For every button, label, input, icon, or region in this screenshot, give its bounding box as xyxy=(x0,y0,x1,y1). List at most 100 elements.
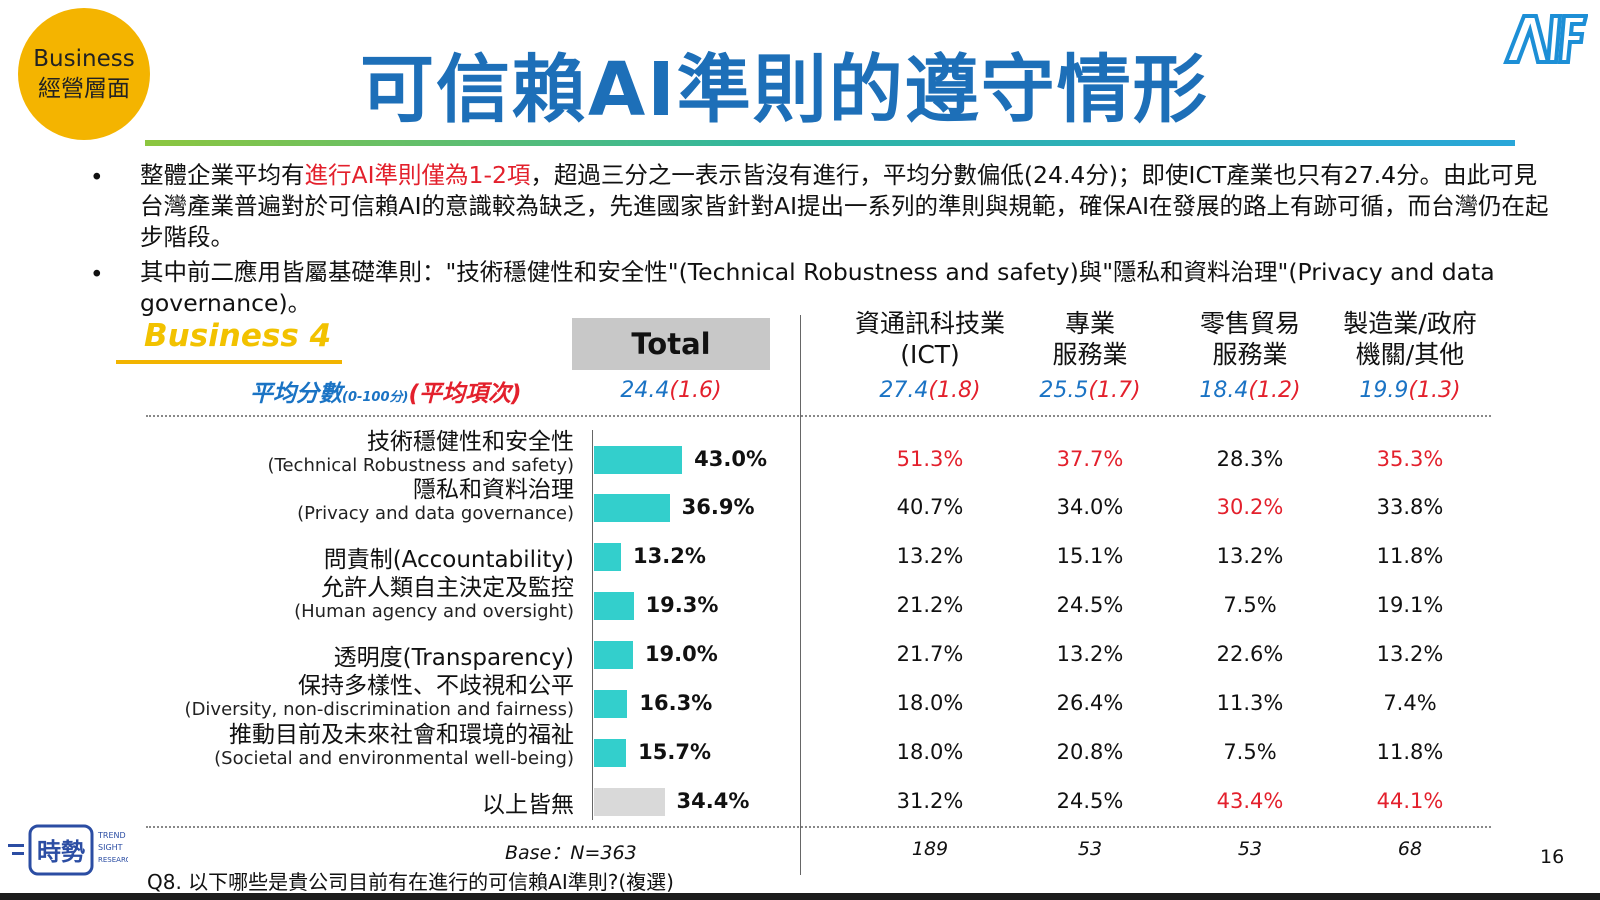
question-text: Q8. 以下哪些是貴公司目前有在進行的可信賴AI準則?(複選) xyxy=(147,870,674,894)
bar xyxy=(594,690,628,718)
avg-ict-items: (1.8) xyxy=(928,378,981,403)
table-cell: 20.8% xyxy=(1056,740,1124,764)
bar xyxy=(594,446,683,474)
table-cell: 28.3% xyxy=(1216,447,1284,471)
table-cell: 11.3% xyxy=(1216,691,1284,715)
bullet1-highlight: 進行AI準則僅為1-2項 xyxy=(304,161,531,189)
category-label-en: (Technical Robustness and safety) xyxy=(267,455,574,476)
section-label: Business 4 xyxy=(144,318,332,354)
col-header-ict-line1: 資通訊科技業 xyxy=(854,309,1005,338)
trendsight-logo: 時勢 TREND SIGHT RESEARCH xyxy=(8,824,128,876)
page-title: 可信賴AI準則的遵守情形 xyxy=(360,47,1209,133)
col-header-retail: 零售貿易 服務業 xyxy=(1165,308,1335,370)
col-header-retail-line1: 零售貿易 xyxy=(1199,309,1300,338)
col-header-ict-line2: (ICT) xyxy=(900,340,960,369)
table-cell: 35.3% xyxy=(1376,447,1444,471)
table-cell: 18.0% xyxy=(896,740,964,764)
base-manufacturing: 68 xyxy=(1397,838,1423,860)
bar-value-label: 16.3% xyxy=(639,691,713,715)
section-underline xyxy=(116,360,342,364)
bullet1-post: ，超過三分之一表示皆沒有進行，平均分數偏低(24.4分)；即使ICT產業也只有2… xyxy=(140,161,1549,251)
bullet-dot-2: • xyxy=(90,262,104,288)
col-header-professional-line1: 專業 xyxy=(1064,309,1115,338)
bar xyxy=(594,494,670,522)
table-cell: 33.8% xyxy=(1376,495,1444,519)
table-cell: 7.5% xyxy=(1223,593,1277,617)
table-cell: 22.6% xyxy=(1216,642,1284,666)
category-label: 允許人類自主決定及監控 xyxy=(321,575,574,601)
category-label: 保持多樣性、不歧視和公平 xyxy=(298,673,574,699)
business-badge: Business 經營層面 xyxy=(18,8,150,140)
bottom-strip xyxy=(0,893,1600,900)
avg-label-main: 平均分數 xyxy=(250,381,342,407)
bar-value-label: 13.2% xyxy=(633,544,706,568)
category-label: 以上皆無 xyxy=(482,792,574,818)
category-label-en: (Privacy and data governance) xyxy=(297,503,574,524)
bullet-dot-1: • xyxy=(90,165,104,191)
total-avg: 24.4(1.6) xyxy=(586,378,756,403)
badge-line2: 經營層面 xyxy=(38,76,130,102)
category-label: 隱私和資料治理 xyxy=(413,477,574,503)
bar xyxy=(594,592,634,620)
base-retail: 53 xyxy=(1237,838,1263,860)
col-header-manufacturing-line2: 機關/其他 xyxy=(1355,340,1465,369)
trendsight-logo-main: 時勢 xyxy=(37,838,85,866)
avg-label-items: (平均項次) xyxy=(408,381,522,407)
category-label-en: (Societal and environmental well-being) xyxy=(214,748,574,769)
category-label: 透明度(Transparency) xyxy=(333,645,574,671)
col-header-manufacturing-line1: 製造業/政府 xyxy=(1343,309,1477,338)
table-cell: 13.2% xyxy=(1376,642,1444,666)
table-cell: 13.2% xyxy=(1056,642,1124,666)
bar-value-label: 36.9% xyxy=(681,495,755,519)
trendsight-logo-sub1: TREND xyxy=(97,831,126,840)
table-cell: 15.1% xyxy=(1056,544,1124,568)
bar-value-label: 19.3% xyxy=(645,593,719,617)
table-separator xyxy=(800,315,801,875)
table-cell: 19.1% xyxy=(1376,593,1444,617)
category-label-en: (Diversity, non-discrimination and fairn… xyxy=(184,699,574,720)
header-divider xyxy=(146,415,1491,417)
category-label-en: (Human agency and oversight) xyxy=(294,601,574,622)
base-ict: 189 xyxy=(911,838,949,860)
title-underline xyxy=(145,140,1515,146)
bar xyxy=(594,543,622,571)
table-cell: 7.4% xyxy=(1383,691,1437,715)
bar-value-label: 43.0% xyxy=(694,447,767,471)
total-avg-score: 24.4 xyxy=(620,378,670,403)
avg-professional-items: (1.7) xyxy=(1088,378,1141,403)
avg-manufacturing: 19.9(1.3) xyxy=(1325,378,1495,403)
table-cell: 43.4% xyxy=(1216,789,1284,813)
total-avg-items: (1.6) xyxy=(669,378,722,403)
table-cell: 37.7% xyxy=(1056,447,1124,471)
col-header-professional-line2: 服務業 xyxy=(1052,340,1128,369)
category-label: 問責制(Accountability) xyxy=(323,547,574,573)
bar-axis xyxy=(592,430,593,820)
avg-manufacturing-score: 19.9 xyxy=(1359,378,1409,403)
table-cell: 31.2% xyxy=(896,789,964,813)
table-cell: 18.0% xyxy=(896,691,964,715)
table-cell: 51.3% xyxy=(896,447,964,471)
table-cell: 11.8% xyxy=(1376,740,1444,764)
table-cell: 24.5% xyxy=(1056,789,1124,813)
bar xyxy=(594,641,633,669)
category-label: 推動目前及未來社會和環境的福祉 xyxy=(229,722,574,748)
col-header-ict: 資通訊科技業 (ICT) xyxy=(845,308,1015,370)
aiif-logo-text: AIIF xyxy=(1536,62,1538,65)
table-cell: 7.5% xyxy=(1223,740,1277,764)
bullet-text-1: 整體企業平均有進行AI準則僅為1-2項，超過三分之一表示皆沒有進行，平均分數偏低… xyxy=(140,160,1550,253)
table-cell: 24.5% xyxy=(1056,593,1124,617)
aiif-logo: AIIF xyxy=(1503,14,1588,65)
col-header-retail-line2: 服務業 xyxy=(1212,340,1288,369)
avg-ict-score: 27.4 xyxy=(879,378,929,403)
bar-value-label: 19.0% xyxy=(644,642,718,666)
bar xyxy=(594,788,665,816)
footer-divider xyxy=(146,826,1491,828)
trendsight-logo-sub3: RESEARCH xyxy=(98,856,128,864)
table-cell: 21.7% xyxy=(896,642,964,666)
col-header-professional: 專業 服務業 xyxy=(1005,308,1175,370)
avg-retail: 18.4(1.2) xyxy=(1165,378,1335,403)
base-professional: 53 xyxy=(1077,838,1103,860)
bar-value-label: 15.7% xyxy=(638,740,712,764)
avg-retail-items: (1.2) xyxy=(1248,378,1301,403)
base-label: Base：N=363 xyxy=(505,842,637,864)
